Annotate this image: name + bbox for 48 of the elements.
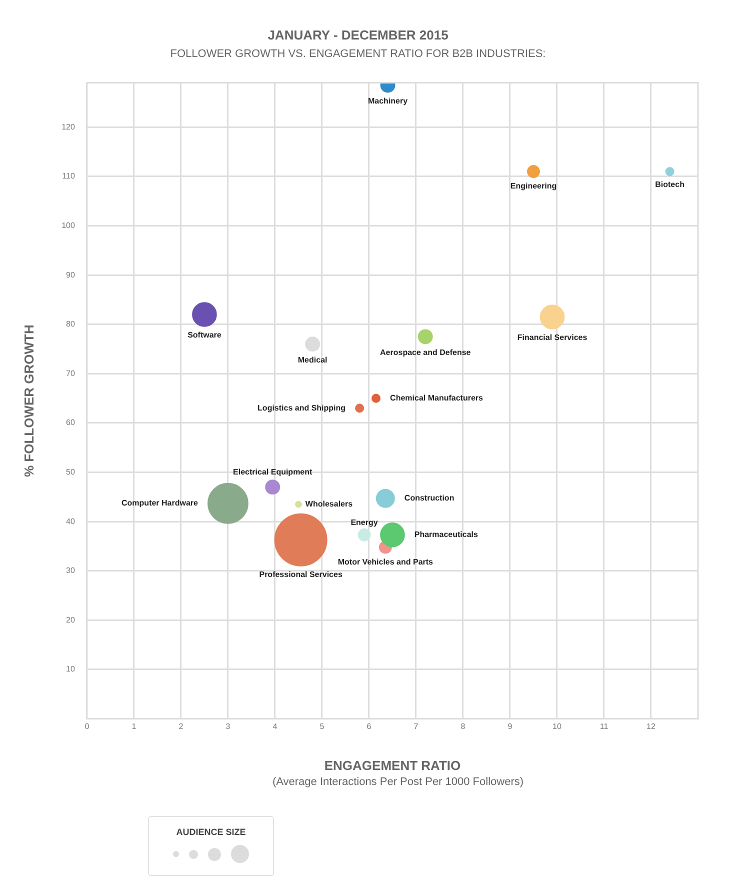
legend-title: AUDIENCE SIZE (175, 827, 247, 837)
series-label: Pharmaceuticals (414, 530, 479, 540)
x-tick-label: 2 (178, 722, 184, 731)
x-tick-label: 9 (508, 722, 513, 731)
text: (Average Interactions Per Post Per 1000 Followers) (271, 776, 525, 788)
series-label: Chemical Manufacturers (390, 394, 484, 403)
x-tick-label: 6 (366, 722, 372, 731)
series-label: Financial Services (517, 333, 588, 342)
y-tick-label: 110 (62, 172, 76, 181)
x-tick-label: 7 (414, 722, 419, 731)
y-tick-label: 70 (66, 368, 76, 378)
series-label: Logistics and Shipping (258, 403, 346, 412)
series-label: Electrical Equipment (233, 467, 313, 476)
y-tick-label: 10 (66, 664, 76, 674)
series-label: Aerospace and Defense (380, 348, 472, 357)
x-tick-label: 4 (272, 722, 278, 731)
series-label: Machinery (368, 96, 408, 106)
x-tick-label: 0 (84, 722, 90, 731)
series-label: Energy (350, 518, 378, 528)
chart-title: JANUARY - DECEMBER 2015 (268, 27, 448, 42)
x-tick-label: 1 (132, 722, 137, 731)
series-label: Medical (298, 355, 328, 364)
series-label: Wholesalers (305, 500, 354, 509)
series-label: Motor Vehicles and Parts (338, 557, 434, 566)
series-label: Engineering (510, 182, 557, 191)
x-tick-label: 3 (226, 722, 231, 731)
x-tick-label: 5 (320, 722, 325, 731)
y-tick-label: 50 (66, 467, 76, 476)
y-tick-label: 20 (66, 615, 76, 624)
y-tick-label: 80 (66, 320, 76, 329)
x-axis-title: ENGAGEMENT RATIO (324, 758, 461, 773)
series-label: Construction (404, 494, 454, 503)
y-tick-label: 120 (62, 122, 76, 132)
x-tick-label: 11 (600, 722, 609, 731)
y-tick-label: 100 (62, 220, 76, 230)
x-tick-label: 10 (552, 722, 562, 731)
series-label: Professional Services (259, 570, 343, 580)
y-tick-label: 40 (66, 516, 76, 526)
x-tick-label: 8 (460, 722, 466, 731)
x-tick-label: 12 (646, 722, 656, 731)
y-axis-title: % FOLLOWER GROWTH (21, 324, 36, 477)
y-tick-label: 30 (66, 566, 76, 576)
y-tick-label: 90 (66, 270, 76, 280)
series-label: Biotech (655, 180, 685, 189)
series-label: Software (188, 330, 222, 340)
series-label: Computer Hardware (122, 498, 199, 508)
chart-subtitle: FOLLOWER GROWTH VS. ENGAGEMENT RATIO FOR B2B INDUSTRIES: (170, 48, 546, 60)
y-tick-label: 60 (66, 418, 76, 428)
